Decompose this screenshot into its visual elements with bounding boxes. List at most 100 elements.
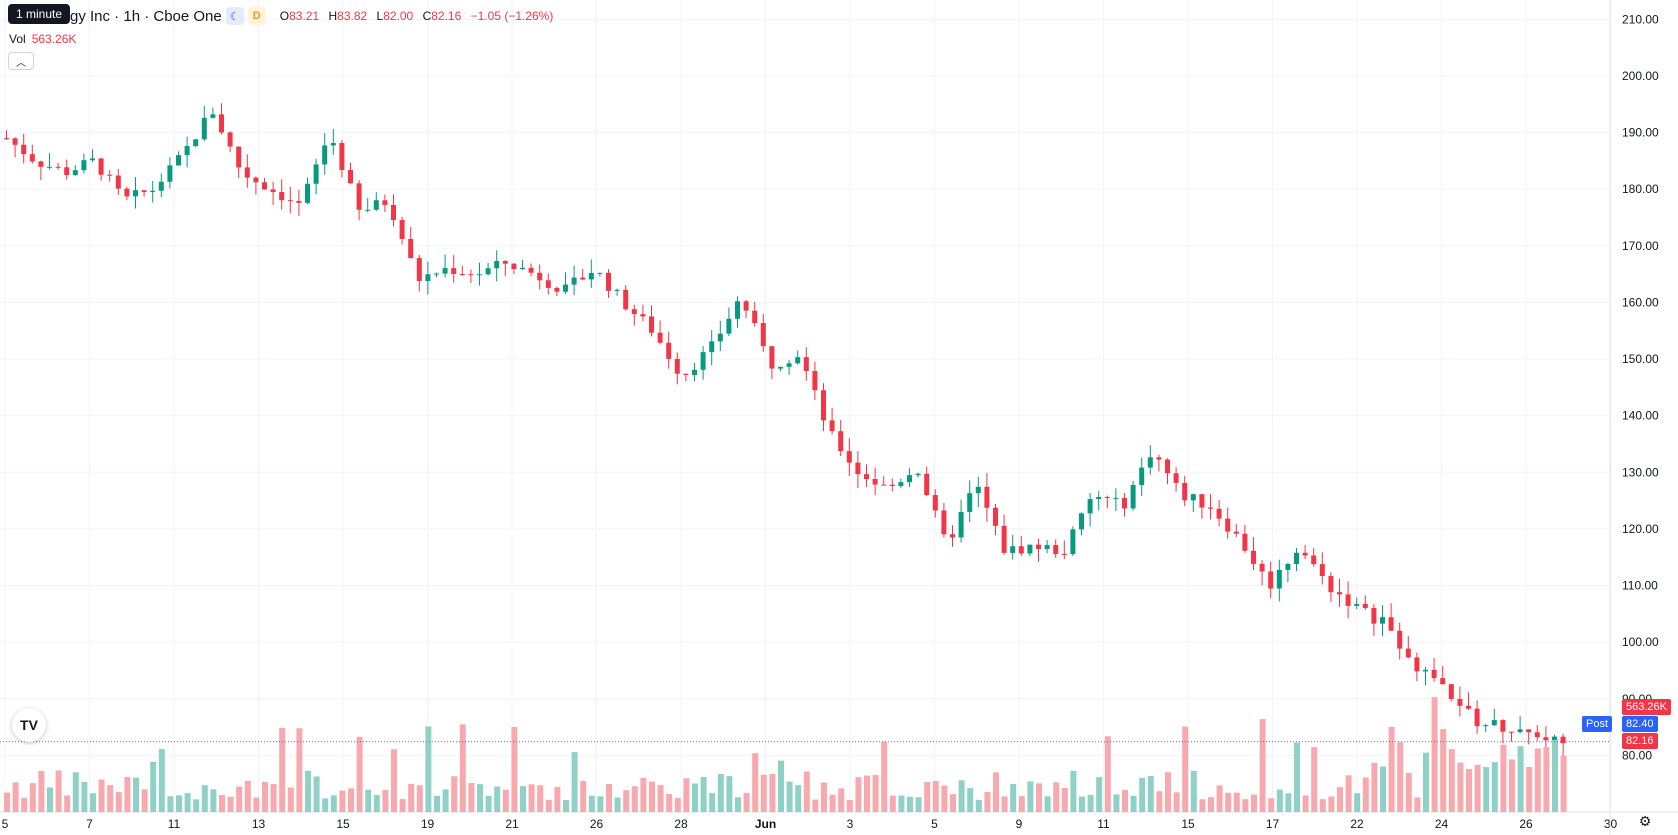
volume-bar — [623, 790, 630, 812]
candle-body — [184, 145, 190, 156]
candle-body — [339, 143, 345, 170]
volume-bar — [1087, 794, 1094, 812]
delay-badge[interactable]: D — [247, 7, 266, 25]
candle-body — [1337, 592, 1342, 595]
candle-body — [442, 268, 448, 274]
volume-bar — [1552, 739, 1558, 812]
volume-bar — [889, 795, 896, 812]
tradingview-logo-icon[interactable]: TV — [12, 708, 46, 742]
volume-bar — [838, 788, 845, 812]
volume-bar — [1294, 742, 1300, 812]
volume-bar — [1010, 783, 1017, 812]
volume-bar — [864, 775, 870, 812]
volume-legend: Vol 563.26K — [9, 32, 76, 46]
volume-bar — [270, 784, 277, 812]
y-tick-label: 150.00 — [1622, 352, 1659, 366]
close-value: 82.16 — [431, 9, 462, 23]
volume-bar — [1345, 775, 1352, 812]
candle-body — [1345, 594, 1351, 606]
volume-bar — [1027, 781, 1034, 812]
candle-body — [1027, 544, 1033, 554]
x-tick-label: 17 — [1266, 817, 1280, 831]
symbol-title[interactable]: gy Inc · 1h · Cboe One — [70, 7, 222, 25]
candle-body — [210, 114, 216, 118]
candle-body — [1182, 482, 1188, 501]
volume-bar — [348, 788, 354, 812]
candle-body — [459, 273, 465, 275]
candle-body — [64, 167, 70, 175]
volume-bar — [846, 799, 853, 812]
candle-body — [477, 274, 482, 276]
volume-bar — [571, 752, 578, 812]
volume-bar — [365, 789, 372, 812]
y-tick-label: 120.00 — [1622, 522, 1659, 536]
volume-bar — [1517, 746, 1524, 812]
candle-body — [932, 495, 938, 511]
chevron-up-icon[interactable]: ︿ — [8, 52, 34, 70]
volume-bar — [1165, 772, 1171, 812]
candle-body — [1311, 555, 1317, 565]
candle-body — [425, 274, 431, 282]
candle-body — [571, 277, 577, 285]
volume-bar — [184, 793, 191, 812]
candle-body — [12, 138, 18, 145]
candle-body — [709, 341, 715, 353]
candle-body — [1010, 546, 1016, 553]
volume-bar — [735, 797, 741, 812]
candle-body — [1216, 508, 1222, 519]
candle-body — [227, 132, 233, 147]
candle-body — [236, 146, 242, 168]
volume-bar — [1036, 783, 1042, 812]
candle-body — [365, 209, 371, 211]
candle-body — [631, 309, 637, 315]
candle-body — [115, 175, 121, 189]
volume-bar — [1448, 749, 1455, 812]
volume-bar — [1466, 768, 1472, 812]
volume-bar — [107, 785, 114, 812]
candle-body — [984, 486, 990, 508]
volume-bar — [545, 799, 552, 812]
volume-bar — [752, 753, 759, 812]
volume-bar — [726, 776, 733, 812]
candle-body — [451, 268, 457, 274]
moon-icon[interactable]: ☾ — [225, 7, 244, 25]
candle-body — [1018, 546, 1024, 554]
volume-bar — [950, 794, 956, 812]
volume-bar — [90, 793, 96, 812]
candle-body — [1156, 457, 1162, 460]
candle-body — [1044, 545, 1050, 550]
volume-bar — [12, 782, 19, 812]
volume-bar — [1096, 777, 1103, 812]
candle-body — [81, 160, 87, 171]
volume-bar — [907, 796, 913, 812]
candle-body — [889, 484, 895, 487]
x-tick-label: 24 — [1435, 817, 1449, 831]
y-tick-label: 160.00 — [1622, 295, 1659, 309]
volume-bar — [477, 784, 483, 812]
candle-body — [975, 486, 981, 494]
volume-bar — [993, 772, 999, 812]
candle-body — [1139, 467, 1145, 486]
candle-body — [270, 189, 276, 193]
volume-bar — [932, 781, 939, 812]
high-value: 83.82 — [337, 9, 368, 23]
volume-bar — [1474, 764, 1481, 812]
volume-bar — [1362, 777, 1369, 812]
volume-bar — [743, 792, 750, 812]
candle-body — [1509, 731, 1514, 733]
candle-body — [330, 143, 336, 146]
volume-bar — [1070, 770, 1077, 812]
candle-body — [520, 267, 525, 270]
volume-bar — [1534, 748, 1541, 812]
volume-bar — [580, 781, 587, 812]
gear-icon[interactable]: ⚙ — [1638, 813, 1652, 829]
candle-body — [1319, 564, 1325, 577]
candle-body — [133, 190, 138, 197]
volume-bar — [391, 749, 397, 812]
candle-body — [752, 310, 758, 324]
volume-bar — [924, 781, 931, 812]
volume-bar — [967, 788, 974, 812]
candle-body — [511, 263, 517, 270]
volume-bar — [1182, 726, 1189, 812]
